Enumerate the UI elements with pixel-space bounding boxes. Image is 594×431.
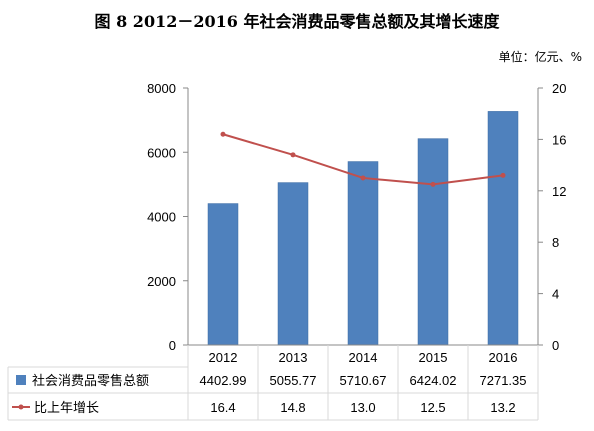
growth-point [220, 131, 226, 137]
legend-label-line: 比上年增长 [34, 401, 99, 416]
y-right-tick-label: 0 [552, 338, 559, 353]
table-cell-line-value: 13.0 [350, 400, 375, 415]
growth-point [290, 152, 296, 158]
bar [417, 138, 449, 346]
y-left-tick-label: 0 [169, 338, 176, 353]
unit-label: 单位：亿元、% [498, 50, 582, 64]
x-category-label: 2014 [349, 350, 378, 365]
bar [207, 203, 239, 346]
table-cell-line-value: 13.2 [490, 400, 515, 415]
table-cell-bar-value: 4402.99 [200, 373, 247, 388]
y-right-tick-label: 16 [552, 132, 566, 147]
x-category-label: 2016 [489, 350, 518, 365]
bar [487, 111, 519, 346]
bar [347, 161, 379, 346]
y-right-tick-label: 20 [552, 81, 566, 96]
x-category-label: 2012 [209, 350, 238, 365]
y-right-tick-label: 4 [552, 287, 559, 302]
y-left-tick-label: 4000 [147, 210, 176, 225]
bar [277, 182, 309, 346]
legend-label-bar: 社会消费品零售总额 [32, 373, 149, 389]
x-category-label: 2015 [419, 350, 448, 365]
table-cell-bar-value: 5055.77 [270, 373, 317, 388]
table-cell-line-value: 14.8 [280, 400, 305, 415]
table-cell-bar-value: 6424.02 [410, 373, 457, 388]
growth-point [500, 172, 506, 178]
y-left-tick-label: 6000 [147, 145, 176, 160]
table-cell-line-value: 12.5 [420, 400, 445, 415]
legend-swatch-marker [18, 404, 24, 410]
chart-title: 图 8 2012－2016 年社会消费品零售总额及其增长速度 [94, 12, 500, 31]
table-cell-line-value: 16.4 [210, 400, 235, 415]
growth-point [360, 175, 366, 181]
y-right-tick-label: 12 [552, 184, 566, 199]
table-cell-bar-value: 5710.67 [340, 373, 387, 388]
growth-point [430, 181, 436, 187]
y-left-tick-label: 2000 [147, 274, 176, 289]
x-category-label: 2013 [279, 350, 308, 365]
y-left-tick-label: 8000 [147, 81, 176, 96]
legend-swatch-bar [16, 375, 26, 385]
y-right-tick-label: 8 [552, 235, 559, 250]
table-cell-bar-value: 7271.35 [480, 373, 527, 388]
